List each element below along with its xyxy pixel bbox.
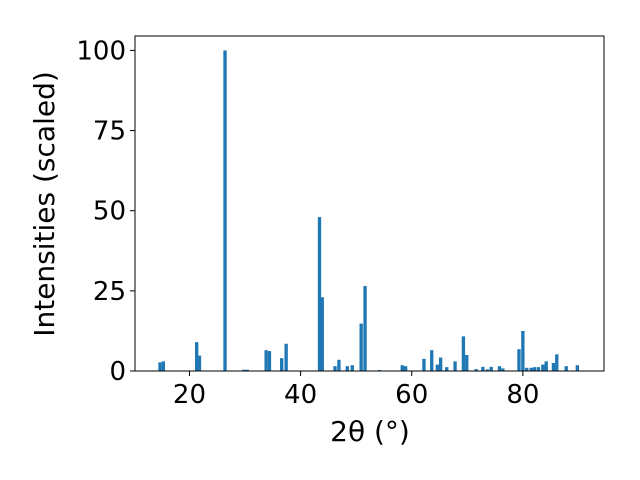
bar [197, 355, 202, 371]
bar [422, 358, 426, 371]
bar [267, 351, 272, 371]
bar [529, 367, 533, 371]
bar [544, 361, 548, 371]
bar [242, 369, 246, 371]
bar [337, 359, 341, 371]
y-axis-ticks: 0 25 50 75 100 [76, 36, 135, 387]
y-axis-label: Intensities (scaled) [28, 71, 61, 337]
bar [317, 217, 322, 371]
y-tick-label: 25 [93, 277, 126, 307]
bar [551, 362, 556, 371]
bar [521, 330, 525, 371]
bar [489, 366, 493, 371]
bar [575, 365, 579, 371]
bar [195, 342, 199, 371]
bar [280, 358, 284, 371]
bar [245, 369, 249, 371]
y-tick-label: 50 [93, 197, 126, 227]
bar [320, 297, 324, 371]
y-tick-label: 100 [76, 36, 126, 66]
bar [284, 343, 288, 371]
plot-frame [134, 35, 605, 372]
bar [481, 366, 485, 371]
x-tick-label: 40 [284, 380, 317, 410]
plot-background [135, 36, 604, 371]
x-tick-label: 80 [506, 380, 539, 410]
bar [435, 364, 439, 371]
bar [525, 367, 529, 371]
bar [445, 367, 449, 371]
bar [517, 349, 521, 371]
bar [474, 369, 478, 371]
x-tick-label: 60 [395, 380, 428, 410]
bar [453, 361, 457, 371]
x-axis-ticks: 20 40 60 80 [173, 371, 539, 410]
bar [438, 357, 443, 371]
bar [350, 365, 354, 371]
bar [555, 354, 559, 371]
bar [333, 366, 337, 371]
bar [541, 364, 545, 371]
bar [564, 366, 568, 371]
bar [536, 367, 541, 371]
y-tick-label: 75 [93, 117, 126, 147]
bar [485, 369, 489, 371]
bar [400, 365, 404, 371]
bar [430, 350, 434, 371]
bar [465, 354, 469, 371]
bar [532, 367, 537, 371]
x-axis-label: 2θ (°) [330, 415, 410, 448]
bar [223, 50, 227, 371]
y-tick-label: 0 [109, 357, 126, 387]
x-tick-label: 20 [173, 380, 206, 410]
bar [497, 366, 502, 371]
bar [363, 286, 367, 371]
bar [461, 336, 466, 371]
bar [161, 361, 166, 371]
bars-group [158, 50, 579, 371]
bar [345, 366, 349, 371]
bar [264, 350, 268, 371]
bar [501, 368, 505, 371]
bar [403, 366, 408, 371]
bar [359, 323, 363, 371]
bar [158, 362, 162, 371]
